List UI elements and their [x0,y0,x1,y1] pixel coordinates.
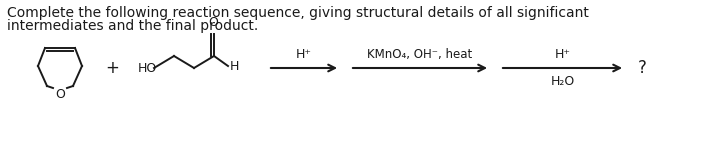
Text: HO: HO [138,61,157,74]
Text: ?: ? [638,59,647,77]
Text: intermediates and the final product.: intermediates and the final product. [7,19,258,33]
Text: Complete the following reaction sequence, giving structural details of all signi: Complete the following reaction sequence… [7,6,589,20]
Text: H⁺: H⁺ [296,48,312,61]
Text: O: O [208,16,218,29]
Text: H₂O: H₂O [550,75,575,88]
Text: O: O [55,88,65,100]
Text: H⁺: H⁺ [554,48,570,61]
Text: +: + [105,59,119,77]
Text: H: H [230,60,239,74]
Text: KMnO₄, OH⁻, heat: KMnO₄, OH⁻, heat [367,48,472,61]
